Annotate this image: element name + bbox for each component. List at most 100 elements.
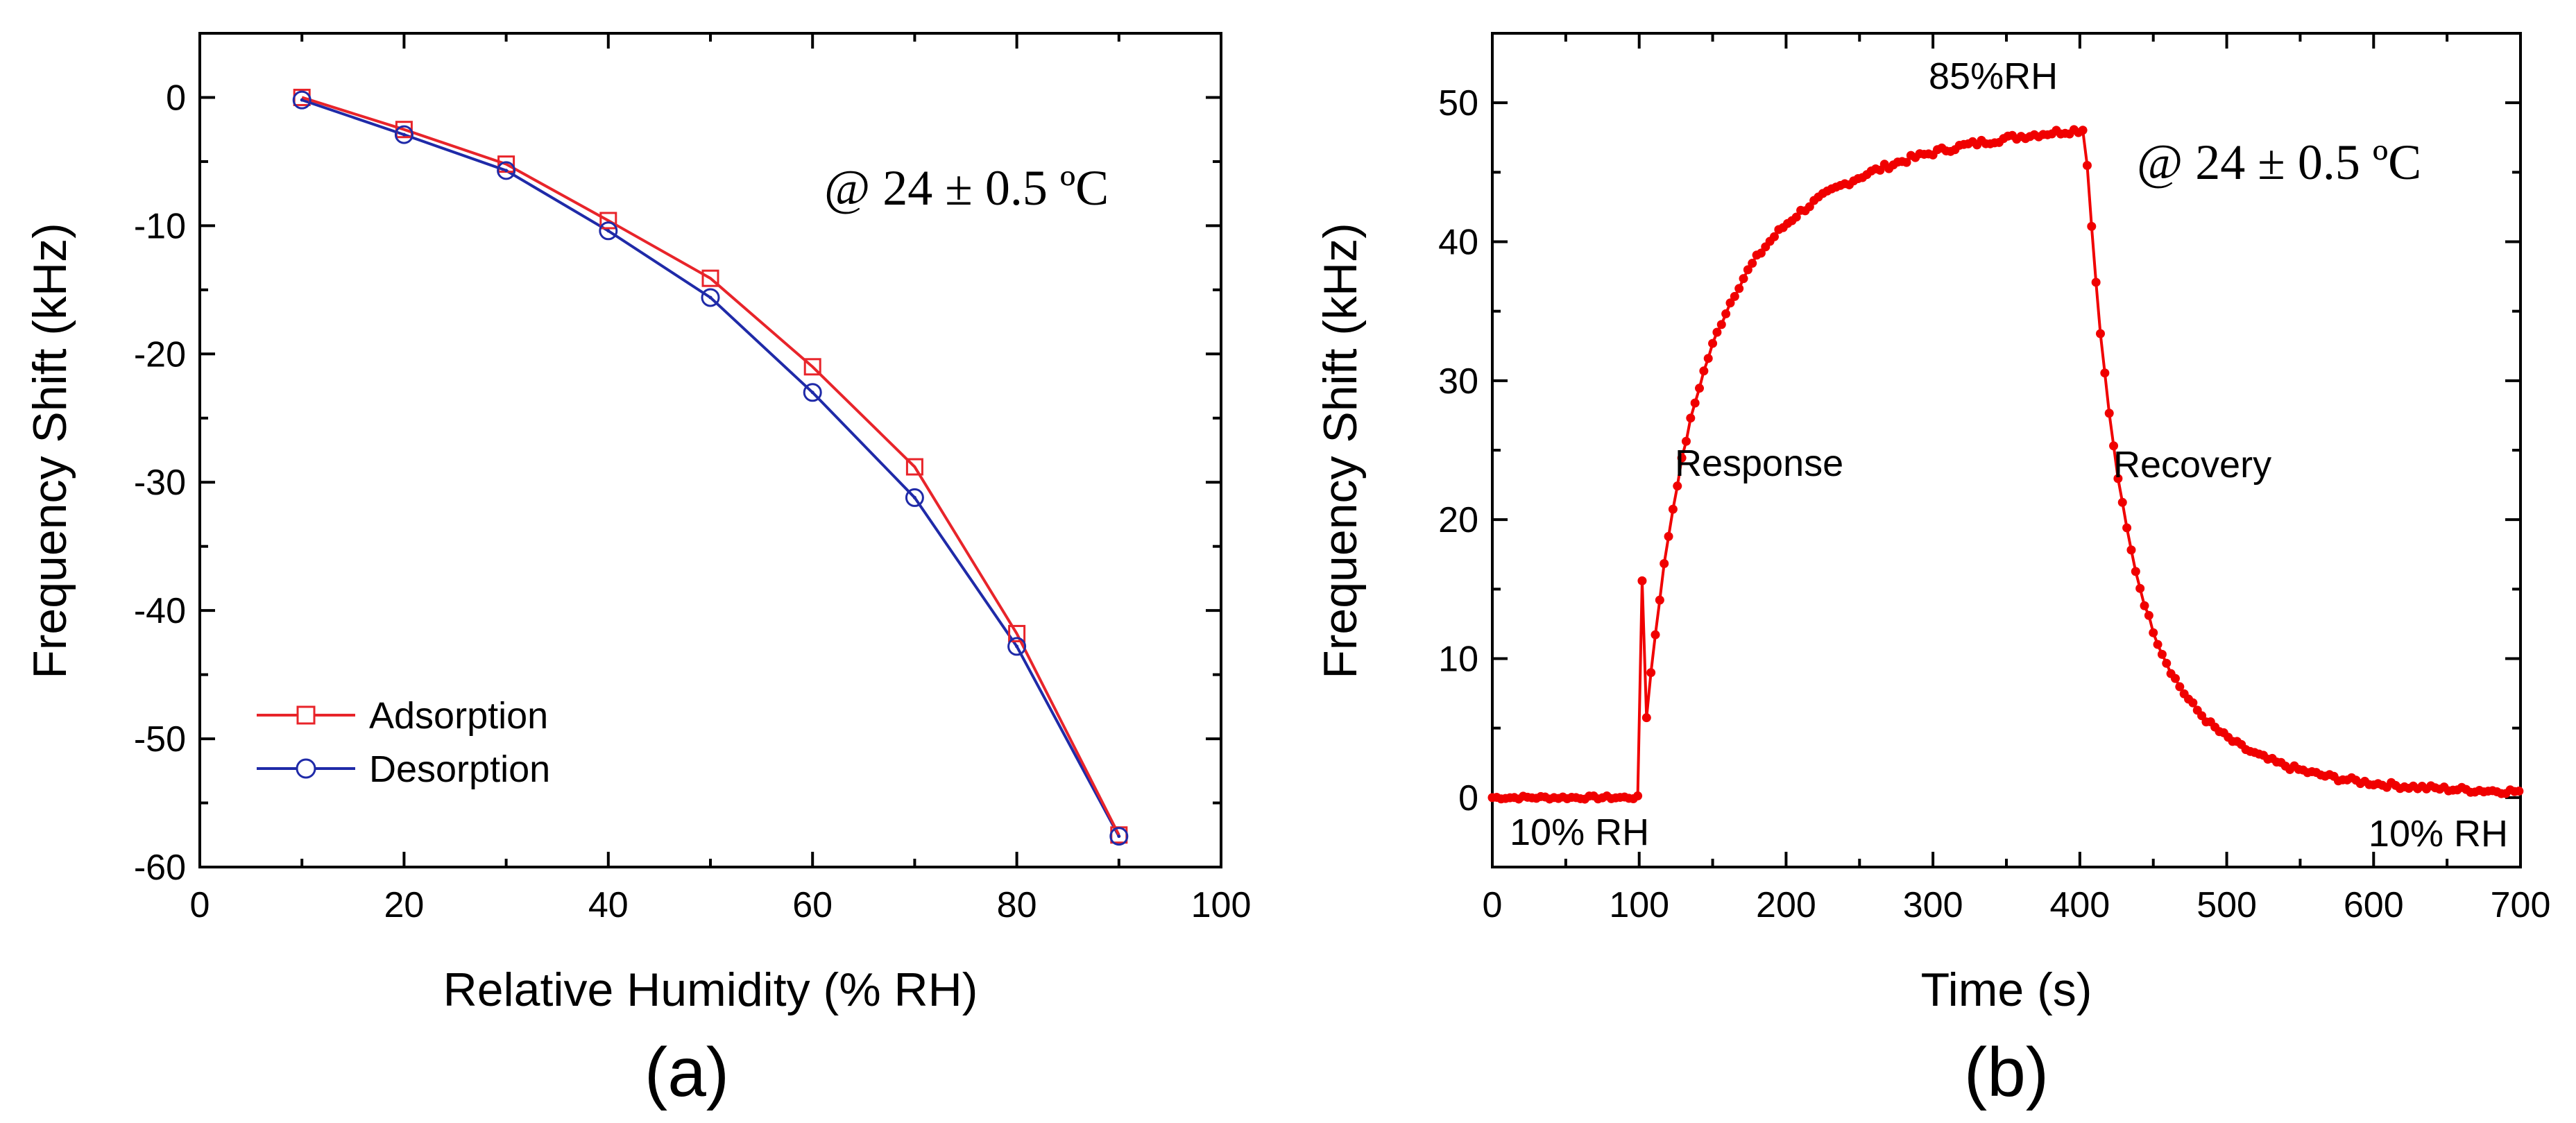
point-desorption [803,383,822,402]
point-adsorption [599,212,617,230]
point-desorption [497,161,516,180]
chart-b-y-tick-label: 20 [1438,500,1478,540]
point-frequency-shift [2135,583,2145,593]
chart-a-series [292,88,1129,846]
chart-b-x-tick-label: 500 [2197,885,2257,925]
point-frequency-shift [2140,601,2149,610]
chart-a-x-tick-label: 80 [997,885,1037,925]
point-desorption [1007,637,1027,656]
chart-b-y-tick-label: 50 [1438,83,1478,123]
annotation-10rh-right: 10% RH [2369,813,2508,855]
point-desorption-center [810,391,814,395]
point-frequency-shift [1650,630,1660,640]
chart-b-y-tick-label: 40 [1438,223,1478,263]
chart-a-ticks [198,32,1222,868]
point-frequency-shift [2153,640,2163,649]
point-frequency-shift [2087,221,2097,231]
chart-b-y-tick-label: 30 [1438,361,1478,402]
legend-desorption-marker [296,758,316,779]
chart-a-condition-annotation: @ 24 ± 0.5 ºC [824,160,1109,216]
point-frequency-shift [2113,474,2123,483]
annotation-response: Response [1675,443,1843,484]
point-desorption [292,90,312,110]
point-desorption-center [300,98,304,102]
point-frequency-shift [1673,481,1682,491]
chart-b-y-tick-label: 10 [1438,640,1478,680]
chart-b-condition-annotation: @ 24 ± 0.5 ºC [2137,135,2421,190]
point-frequency-shift [1690,398,1700,408]
point-desorption [599,221,618,241]
point-frequency-shift [1730,291,1739,301]
point-frequency-shift [1677,453,1687,463]
point-desorption-center [504,169,509,173]
point-frequency-shift [2091,277,2101,287]
chart-a-y-tick-label: -40 [134,591,186,631]
chart-b-y-tick-label: 0 [1458,778,1478,818]
chart-a-legend: Adsorption Desorption [257,695,550,790]
chart-a-x-tick-label: 40 [588,885,629,925]
chart-b-x-tick-labels: 0 100 200 300 400 500 600 700 [1483,885,2551,925]
chart-a-x-tick-label: 100 [1191,885,1252,925]
chart-a-x-tick-labels: 0 20 40 60 80 100 [190,885,1252,925]
point-frequency-shift [2175,682,2185,692]
point-desorption-center [402,132,406,137]
chart-b-x-tick-label: 400 [2049,885,2110,925]
point-frequency-shift [1725,298,1735,308]
chart-a-y-axis-label: Frequency Shift (kHz) [24,223,76,679]
chart-b-y-axis-label: Frequency Shift (kHz) [1314,223,1367,679]
chart-b: 0 100 200 300 400 500 600 700 0 10 20 30 40 50 Time … [1314,32,2551,1111]
point-desorption [905,488,924,507]
chart-a-x-tick-label: 20 [384,885,424,925]
point-frequency-shift [2126,545,2136,555]
chart-b-x-tick-label: 700 [2491,885,2551,925]
chart-b-series [1487,125,2524,804]
point-frequency-shift [2122,523,2132,533]
point-frequency-shift [1703,354,1713,363]
point-adsorption [803,358,821,376]
point-frequency-shift [1686,413,1696,423]
point-frequency-shift [2170,674,2180,683]
chart-b-ticks [1491,32,2522,868]
chart-b-x-tick-label: 200 [1756,885,1816,925]
point-frequency-shift [2100,368,2110,378]
point-frequency-shift [1681,436,1691,446]
point-frequency-shift [1743,265,1752,275]
chart-b-x-tick-label: 0 [1483,885,1503,925]
point-frequency-shift [1708,338,1718,348]
point-frequency-shift [1712,327,1722,337]
chart-b-x-tick-label: 600 [2344,885,2404,925]
chart-a-x-axis-label: Relative Humidity (% RH) [443,963,978,1016]
chart-b-x-tick-label: 100 [1609,885,1669,925]
point-frequency-shift [2082,161,2092,171]
point-frequency-shift [1660,559,1669,569]
point-desorption [394,125,413,144]
point-frequency-shift [2188,698,2198,708]
chart-a-y-tick-labels: 0 -10 -20 -30 -40 -50 -60 [134,78,186,888]
point-frequency-shift [2144,610,2153,620]
chart-a: 0 20 40 60 80 100 0 -10 -20 -30 -40 -50 -60 Relativ… [24,32,1252,1111]
annotation-recovery: Recovery [2113,444,2271,486]
chart-a-y-tick-label: -30 [134,463,186,503]
point-adsorption [905,458,923,476]
point-frequency-shift [2131,567,2140,576]
point-frequency-shift [1721,309,1731,318]
point-frequency-shift [2149,628,2158,637]
chart-b-y-tick-labels: 0 10 20 30 40 50 [1438,83,1478,818]
point-frequency-shift [1902,157,1911,167]
point-frequency-shift [2117,497,2127,507]
point-frequency-shift [1655,595,1664,605]
point-desorption-center [1117,834,1121,839]
point-frequency-shift [2078,126,2088,135]
legend-adsorption-label: Adsorption [369,695,548,737]
chart-a-y-tick-label: -60 [134,848,186,888]
chart-a-y-tick-label: -10 [134,206,186,246]
point-frequency-shift [1695,384,1705,393]
point-frequency-shift [1699,366,1709,376]
panel-label-a: (a) [645,1034,729,1111]
point-frequency-shift [2157,649,2167,659]
point-frequency-shift [1756,248,1766,258]
point-frequency-shift [1633,791,1643,800]
point-frequency-shift [1716,320,1726,329]
point-frequency-shift [2109,441,2119,451]
point-desorption-center [708,295,713,300]
